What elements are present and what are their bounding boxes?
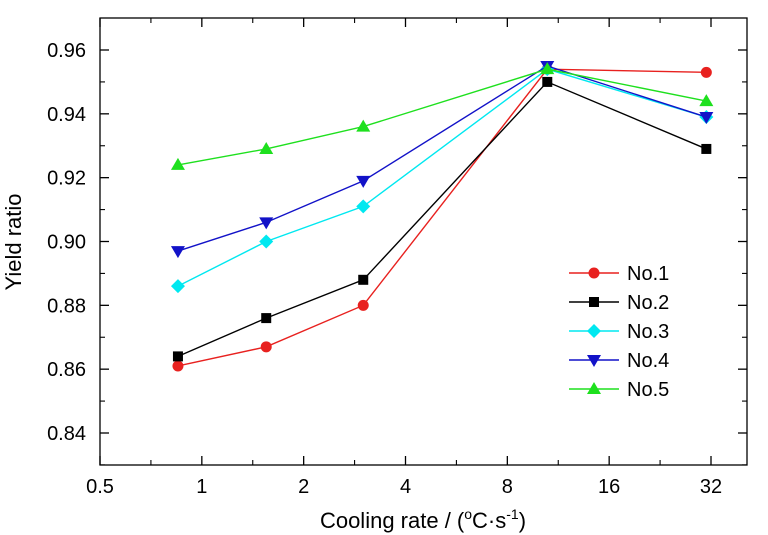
y-tick-label: 0.86 (47, 359, 86, 381)
data-point (172, 360, 184, 372)
data-point (699, 112, 714, 125)
legend-label: No.5 (627, 379, 669, 401)
x-axis-title-main: Cooling rate / ( (320, 508, 465, 533)
legend-marker (587, 382, 601, 394)
legend-item: No.4 (569, 350, 669, 372)
series-no3 (170, 62, 714, 294)
legend-label: No.4 (627, 350, 669, 372)
x-tick-label: 0.5 (86, 476, 114, 498)
legend: No.1 No.2 No.3 No.4 No.5 (569, 263, 669, 401)
x-axis-title-exponent: -1 (506, 506, 519, 522)
data-point (172, 351, 183, 362)
y-axis-title: Yield ratio (1, 193, 26, 290)
y-axis-ticks: 0.84 0.86 0.88 0.90 0.92 0.94 0.96 (47, 40, 747, 466)
data-point (358, 274, 369, 285)
x-axis-title-unit: C·s (472, 508, 506, 533)
data-point (542, 76, 553, 87)
data-point (170, 157, 185, 170)
legend-marker (587, 324, 601, 338)
legend-item: No.5 (569, 379, 669, 401)
y-tick-label: 0.94 (47, 104, 86, 126)
data-point (356, 199, 371, 214)
y-tick-label: 0.92 (47, 168, 86, 190)
series-no4 (170, 60, 714, 259)
legend-item: No.2 (569, 292, 669, 314)
legend-label: No.2 (627, 292, 669, 314)
data-point (260, 341, 272, 353)
data-point (700, 66, 712, 78)
legend-marker (587, 355, 601, 367)
series-line (177, 81, 707, 358)
data-point (170, 279, 185, 294)
x-axis-title-close: ) (519, 508, 526, 533)
data-point (259, 217, 274, 230)
x-tick-label: 4 (400, 476, 411, 498)
x-tick-label: 32 (700, 476, 722, 498)
series-no1 (172, 63, 712, 372)
legend-marker (588, 267, 600, 279)
data-point (357, 299, 369, 311)
data-point (356, 175, 371, 188)
data-point (356, 119, 371, 132)
data-point (259, 141, 274, 154)
legend-label: No.3 (627, 321, 669, 343)
x-tick-label: 1 (196, 476, 207, 498)
legend-marker (589, 297, 599, 307)
data-point (261, 313, 272, 324)
legend-label: No.1 (627, 263, 669, 285)
x-tick-label: 2 (298, 476, 309, 498)
legend-item: No.3 (569, 321, 669, 343)
data-point (701, 143, 712, 154)
y-tick-label: 0.96 (47, 40, 86, 62)
y-tick-label: 0.90 (47, 232, 86, 254)
data-point (540, 62, 555, 75)
x-axis-title-degree: o (464, 506, 472, 522)
legend-item: No.1 (569, 263, 669, 285)
data-point (170, 246, 185, 259)
x-axis-ticks: 0.5 1 2 4 8 16 32 (86, 18, 722, 498)
y-tick-label: 0.84 (47, 423, 86, 445)
x-tick-label: 8 (502, 476, 513, 498)
y-tick-label: 0.88 (47, 295, 86, 317)
data-point (259, 234, 274, 249)
series-no2 (172, 76, 712, 362)
series-line (177, 68, 707, 166)
x-tick-label: 16 (598, 476, 620, 498)
series-layer (170, 60, 714, 372)
x-axis-title: Cooling rate / (oC·s-1) (320, 506, 526, 533)
data-point (699, 94, 714, 107)
series-no5 (170, 62, 714, 170)
